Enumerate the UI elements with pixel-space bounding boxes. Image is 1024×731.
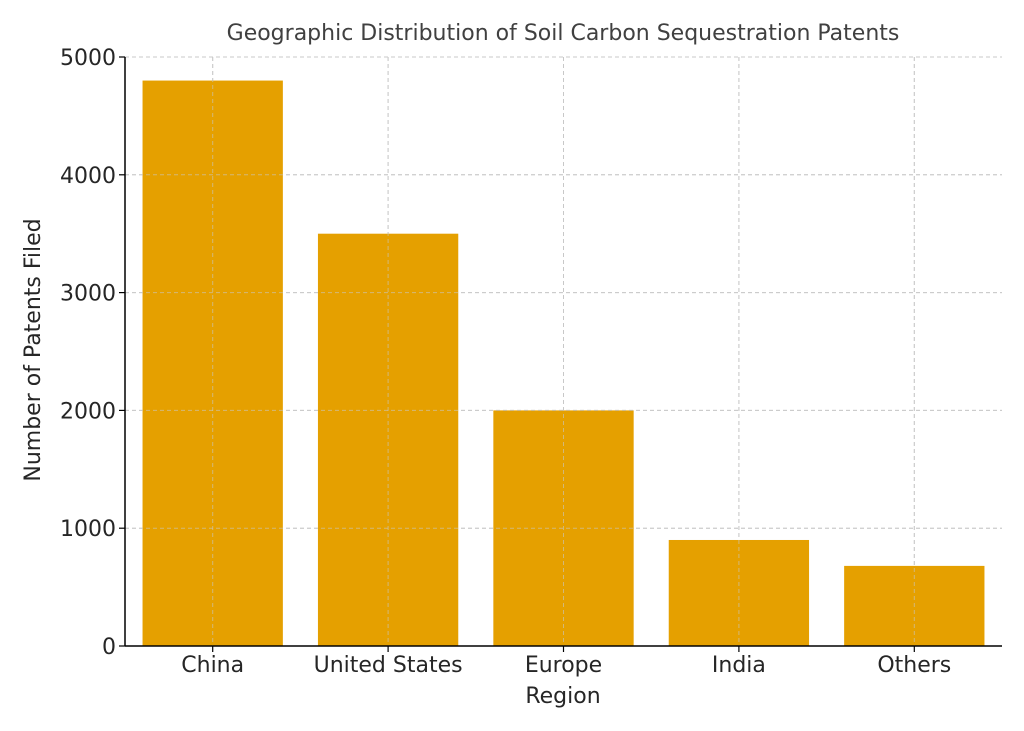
- y-tick-label: 0: [102, 635, 116, 660]
- x-tick-label: United States: [314, 653, 463, 678]
- x-tick-label: Europe: [525, 653, 602, 678]
- y-tick-label: 2000: [60, 399, 116, 424]
- bar-chart: Geographic Distribution of Soil Carbon S…: [0, 0, 1024, 731]
- x-axis-label: Region: [525, 684, 600, 709]
- x-tick-label: Others: [877, 653, 951, 678]
- x-tick-label: India: [712, 653, 766, 678]
- bars: [125, 57, 1002, 646]
- y-tick-label: 1000: [60, 517, 116, 542]
- y-axis-label: Number of Patents Filed: [21, 218, 46, 481]
- y-tick-label: 5000: [60, 46, 116, 71]
- y-ticks: 0 1000 2000 3000 4000 5000: [60, 46, 125, 660]
- y-tick-label: 3000: [60, 282, 116, 307]
- chart-title: Geographic Distribution of Soil Carbon S…: [227, 21, 900, 46]
- x-ticks: China United States Europe India Others: [181, 646, 951, 678]
- y-tick-label: 4000: [60, 164, 116, 189]
- x-tick-label: China: [181, 653, 244, 678]
